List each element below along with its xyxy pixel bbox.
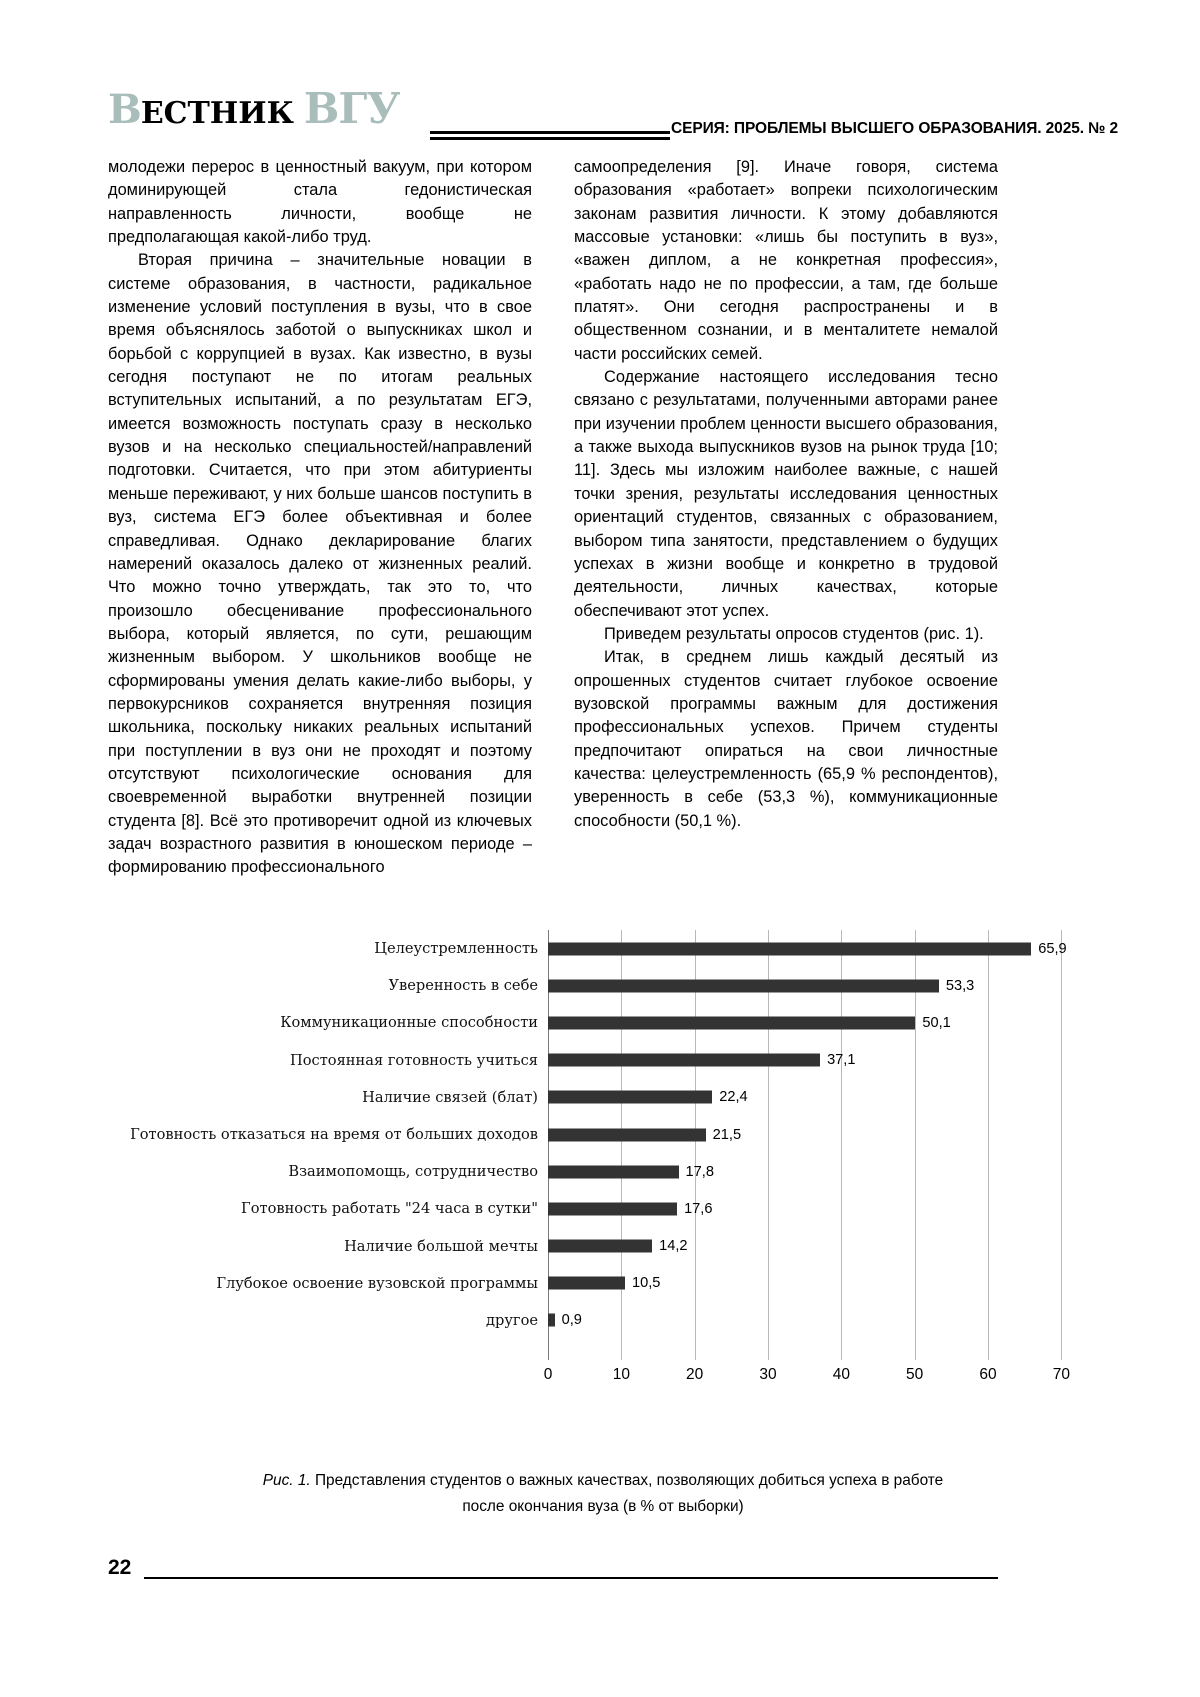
chart-bar-value: 10,5 [632, 1275, 661, 1292]
x-tick-label: 30 [759, 1366, 777, 1383]
chart-bar [548, 979, 939, 993]
chart-category-label: Наличие связей (блат) [362, 1088, 538, 1106]
header-series-line: СЕРИЯ: ПРОБЛЕМЫ ВЫСШЕГО ОБРАЗОВАНИЯ. 202… [671, 120, 1119, 137]
chart-category-label: Уверенность в себе [388, 977, 538, 995]
figure-caption: Рис. 1. Представления студентов о важных… [108, 1468, 1098, 1520]
logo-word-vgu: ВГУ [303, 84, 401, 133]
page-footer: 22 [108, 1556, 998, 1586]
chart-bar-row: Готовность работать "24 часа в сутки" 17,… [108, 1190, 1098, 1227]
chart-bar-row: Коммуникационные способности 50,1 [108, 1004, 1098, 1041]
chart-bar [548, 1053, 821, 1067]
paragraph: самоопределения [9]. Иначе говоря, систе… [574, 158, 998, 363]
chart-plot-area: 10,5 [548, 1265, 1098, 1302]
chart-category-label: другое [486, 1311, 538, 1329]
chart-bar-value: 65,9 [1038, 940, 1067, 957]
chart-category-label: Постоянная готовность учиться [290, 1051, 538, 1069]
chart-plot-area: 0,9 [548, 1302, 1098, 1339]
chart-category-label: Взаимопомощь, сотрудничество [288, 1163, 538, 1181]
chart-plot-area: 17,6 [548, 1190, 1098, 1227]
chart-category-label: Целеустремленность [374, 940, 538, 958]
paragraph: молодежи перерос в ценностный вакуум, пр… [108, 158, 532, 247]
chart-bar [548, 1202, 678, 1216]
chart-plot-area: 21,5 [548, 1116, 1098, 1153]
chart-bar-value: 17,8 [685, 1163, 714, 1180]
chart-bar-value: 22,4 [719, 1089, 748, 1106]
chart-bar-row: Наличие большой мечты 14,2 [108, 1228, 1098, 1265]
paragraph: Приведем результаты опросов студентов (р… [604, 624, 984, 643]
chart-bar [548, 1016, 916, 1030]
chart-bar-row: Целеустремленность 65,9 [108, 930, 1098, 967]
chart-bar-row: Наличие связей (блат) 22,4 [108, 1079, 1098, 1116]
chart-bar-value: 14,2 [659, 1238, 688, 1255]
x-tick-label: 60 [979, 1366, 997, 1383]
left-column: молодежи перерос в ценностный вакуум, пр… [108, 156, 532, 880]
chart-plot-area: 53,3 [548, 967, 1098, 1004]
page-header: ВЕСТНИК ВГУ СЕРИЯ: ПРОБЛЕМЫ ВЫСШЕГО ОБРАЗ… [108, 86, 1118, 144]
paragraph: Вторая причина – значительные новации в … [108, 251, 532, 877]
chart-bar [548, 1276, 625, 1290]
chart-bar-value: 37,1 [827, 1052, 856, 1069]
right-column: самоопределения [9]. Иначе говоря, систе… [574, 156, 998, 880]
chart-category-label: Наличие большой мечты [344, 1237, 538, 1255]
chart-bar [548, 1090, 713, 1104]
x-tick-label: 40 [832, 1366, 850, 1383]
x-tick-label: 10 [612, 1366, 630, 1383]
chart-bar-row: Готовность отказаться на время от больши… [108, 1116, 1098, 1153]
figure-1: Целеустремленность 65,9 Уверенность в себе… [108, 930, 1098, 1400]
chart-category-label: Глубокое освоение вузовской программы [216, 1274, 538, 1292]
figure-number: Рис. 1. [262, 1472, 311, 1489]
chart-x-axis: 0 10 20 30 40 50 60 70 [544, 1360, 1098, 1390]
chart-plot-area: 50,1 [548, 1004, 1098, 1041]
x-tick-label: 50 [906, 1366, 924, 1383]
chart-bar [548, 1128, 706, 1142]
paragraph: Итак, в среднем лишь каждый десятый из о… [574, 648, 998, 830]
x-tick-label: 20 [686, 1366, 704, 1383]
bar-chart: Целеустремленность 65,9 Уверенность в себе… [108, 930, 1098, 1360]
chart-bar [548, 1313, 555, 1327]
chart-plot-area: 14,2 [548, 1228, 1098, 1265]
x-tick-label: 0 [543, 1366, 553, 1383]
chart-plot-area: 22,4 [548, 1079, 1098, 1116]
chart-bar [548, 1165, 679, 1179]
chart-bar-value: 53,3 [945, 977, 975, 994]
logo-word-estnik: ЕСТНИК [140, 96, 294, 131]
body-columns: молодежи перерос в ценностный вакуум, пр… [108, 156, 998, 880]
figure-caption-line1: Представления студентов о важных качеств… [310, 1472, 944, 1489]
chart-bar-value: 0,9 [561, 1312, 582, 1329]
chart-bar-row: Глубокое освоение вузовской программы 10,… [108, 1265, 1098, 1302]
chart-bar-row: Взаимопомощь, сотрудничество 17,8 [108, 1153, 1098, 1190]
chart-bar-value: 17,6 [684, 1200, 713, 1217]
chart-category-label: Готовность работать "24 часа в сутки" [241, 1200, 538, 1218]
chart-bar-row: Уверенность в себе 53,3 [108, 967, 1098, 1004]
figure-caption-line2: после окончания вуза (в % от выборки) [462, 1498, 744, 1515]
footer-rule [144, 1577, 998, 1579]
page-number: 22 [108, 1556, 132, 1579]
journal-logo: ВЕСТНИК ВГУ [108, 86, 400, 133]
chart-plot-area: 37,1 [548, 1042, 1098, 1079]
paragraph: Содержание настоящего исследования тесно… [574, 368, 998, 620]
chart-bar [548, 942, 1032, 956]
chart-category-label: Готовность отказаться на время от больши… [130, 1126, 538, 1144]
chart-bar-value: 21,5 [712, 1126, 742, 1143]
header-double-rule [430, 131, 670, 140]
chart-bar [548, 1239, 653, 1253]
logo-letter-v: В [108, 86, 142, 133]
chart-category-label: Коммуникационные способности [280, 1014, 538, 1032]
chart-plot-area: 65,9 [548, 930, 1098, 967]
chart-bar-row: другое 0,9 [108, 1302, 1098, 1339]
x-tick-label: 70 [1052, 1366, 1070, 1383]
chart-rows: Целеустремленность 65,9 Уверенность в себе… [108, 930, 1098, 1339]
chart-bar-value: 50,1 [922, 1014, 951, 1031]
chart-plot-area: 17,8 [548, 1153, 1098, 1190]
chart-bar-row: Постоянная готовность учиться 37,1 [108, 1042, 1098, 1079]
